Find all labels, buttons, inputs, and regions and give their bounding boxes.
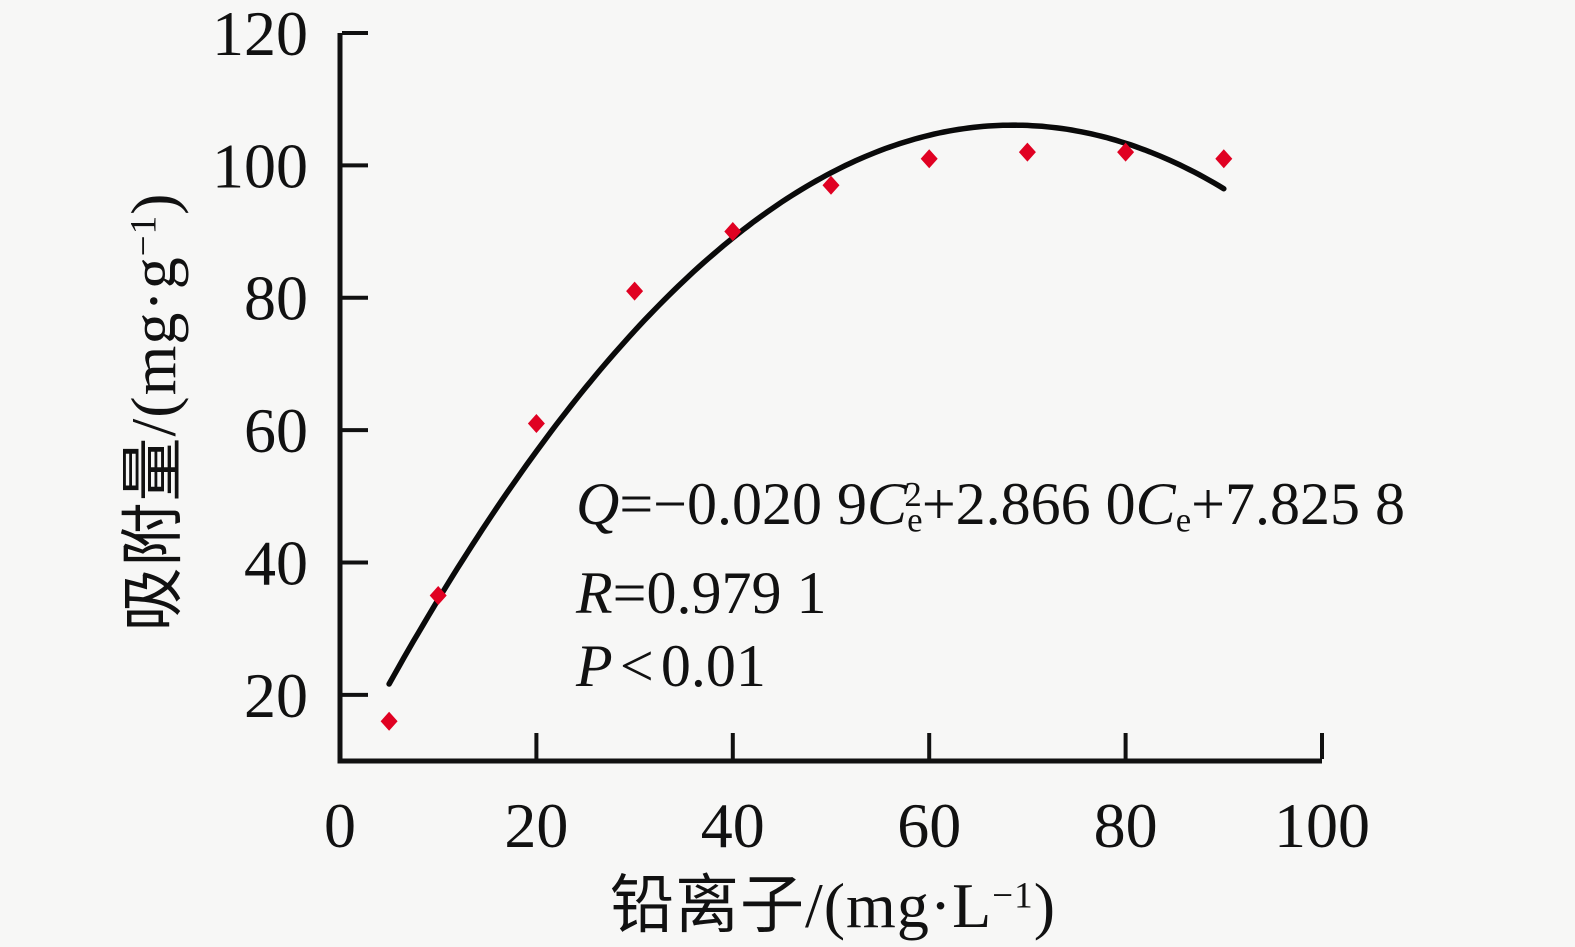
x-tick-label: 0 (324, 790, 356, 861)
data-point (626, 281, 644, 301)
x-tick-label: 80 (1094, 790, 1158, 861)
y-axis-title: 吸附量/(mg·g−1) (102, 193, 194, 632)
text-segment: e (1175, 500, 1192, 540)
data-point (380, 711, 398, 731)
x-tick-label: 20 (504, 790, 568, 861)
text-segment: e (907, 500, 923, 540)
text-segment: +2.866 0 (921, 471, 1136, 538)
data-point (920, 149, 938, 169)
x-tick-label: 40 (701, 790, 765, 861)
fit-equation-line: Q=−0.020 9Ce2+2.866 0Ce+7.825 8 (576, 458, 1405, 557)
text-segment: 2 (904, 475, 922, 514)
text-segment: −1 (123, 214, 165, 257)
x-tick-label: 100 (1274, 790, 1370, 861)
y-tick-label: 60 (244, 395, 308, 466)
data-point (724, 222, 742, 242)
text-segment: ) (118, 192, 189, 215)
text-segment: C (1135, 471, 1176, 538)
text-segment: R (576, 559, 613, 626)
fit-p-value-line: P <0.01 (576, 630, 1405, 703)
data-point (527, 413, 545, 433)
data-point (1018, 142, 1036, 162)
text-segment: < (619, 632, 654, 699)
x-axis-title: 铅离子/(mg·L−1) (610, 854, 1056, 946)
text-segment: +7.825 8 (1191, 471, 1405, 538)
data-point (1215, 149, 1233, 169)
text-segment: Q (576, 471, 620, 538)
y-tick-label: 120 (212, 0, 308, 69)
y-tick-label: 100 (212, 130, 308, 201)
fit-annotation: Q=−0.020 9Ce2+2.866 0Ce+7.825 8 R=0.979 … (576, 458, 1405, 703)
text-segment: 0.01 (660, 632, 766, 699)
fit-r-value-line: R=0.979 1 (576, 557, 1405, 630)
text-segment: C (867, 471, 908, 538)
y-tick-label: 20 (244, 660, 308, 731)
data-point (429, 586, 447, 606)
text-segment: =0.979 1 (612, 559, 827, 626)
text-segment: =−0.020 9 (619, 471, 868, 538)
data-point (822, 175, 840, 195)
data-point (1117, 142, 1135, 162)
text-segment: −1 (992, 875, 1034, 917)
text-segment: P (576, 632, 613, 699)
y-tick-label: 80 (244, 263, 308, 334)
text-segment: 铅离子/(mg·L (609, 870, 993, 941)
fit-curve (386, 122, 1227, 687)
text-segment: 吸附量/(mg·g (118, 256, 189, 632)
y-tick-label: 40 (244, 527, 308, 598)
x-tick-label: 60 (897, 790, 961, 861)
text-segment: ) (1033, 870, 1057, 941)
